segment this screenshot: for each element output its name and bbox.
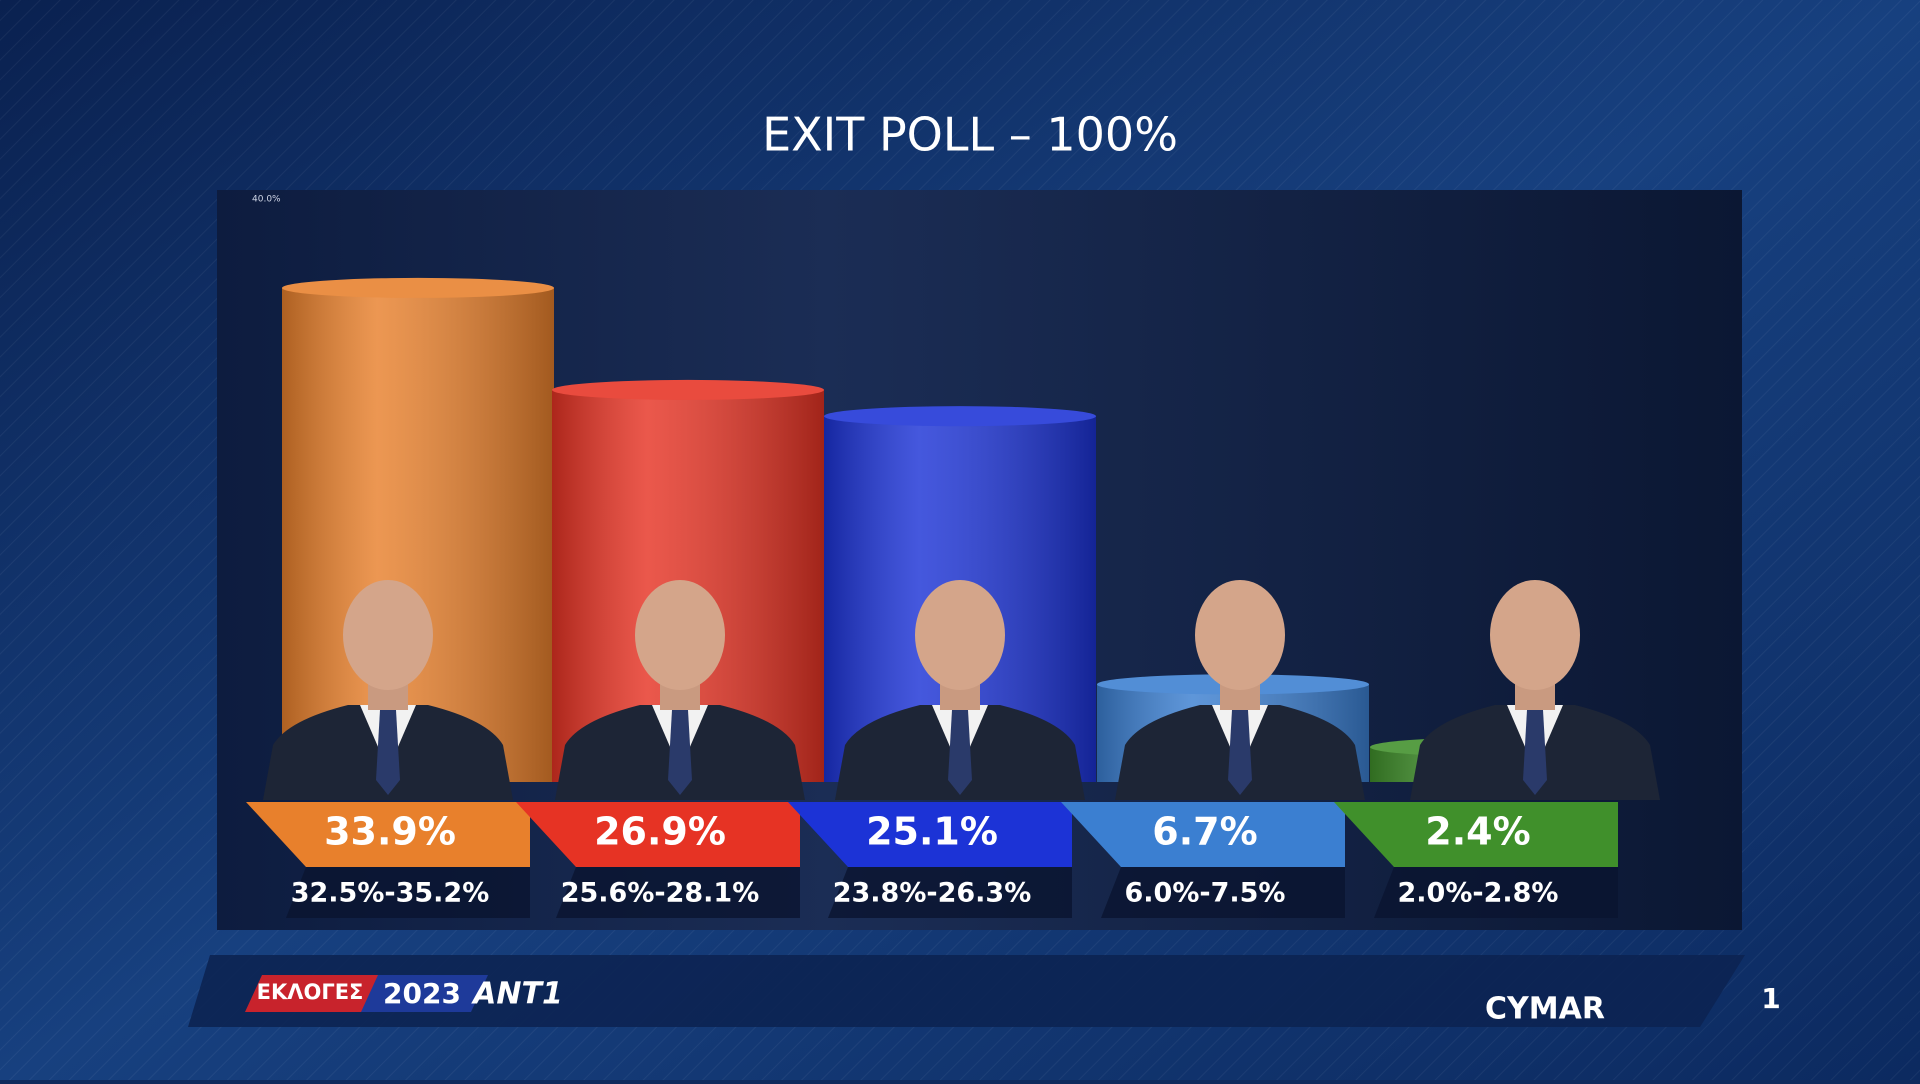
bar-top-shade [824,406,1096,427]
interval-label: 6.0%-7.5% [1125,878,1286,909]
footer-election: ΕΚΛΟΓΕΣ [257,980,364,1004]
bar-top [552,379,824,400]
footer-channel: ANT1 [471,977,563,1012]
interval-label-box [286,867,530,918]
y-tick-label: 40.0% [252,195,281,205]
footer-year: 2023 [383,977,461,1010]
interval-label-box [828,867,1072,918]
value-label-box [788,802,1072,867]
interval-label: 2.0%-2.8% [1398,878,1559,909]
value-label-box [516,802,800,867]
bar-top-shade [552,379,824,400]
value-label: 25.1% [866,810,998,854]
bar-top [282,277,554,298]
value-label: 6.7% [1152,810,1257,854]
footer-bar [188,955,1745,1027]
footer-election-badge [245,975,395,1012]
interval-label: 32.5%-35.2% [291,878,490,909]
interval-label: 25.6%-28.1% [561,878,760,909]
interval-label-box [556,867,800,918]
footer-year-badge [361,975,488,1012]
bar-top-shade [282,277,554,298]
value-label: 33.9% [324,810,456,854]
value-label: 2.4% [1425,810,1530,854]
interval-label: 23.8%-26.3% [833,878,1032,909]
chart-title: EXIT POLL – 100% [762,108,1178,162]
labels: 33.9% 32.5%-35.2% 26.9% 25.6%-28.1% 25.1% 23.… [246,802,1618,918]
bar-shade [282,287,554,782]
value-label-box [246,802,530,867]
value-label-box [1334,802,1618,867]
page-number: 1 [1761,982,1780,1015]
bar-top [824,406,1096,427]
value-label-box [1061,802,1345,867]
footer-pollster: CYMAR [1485,992,1605,1027]
interval-label-box [1101,867,1345,918]
interval-label-box [1374,867,1618,918]
value-label: 26.9% [594,810,726,854]
